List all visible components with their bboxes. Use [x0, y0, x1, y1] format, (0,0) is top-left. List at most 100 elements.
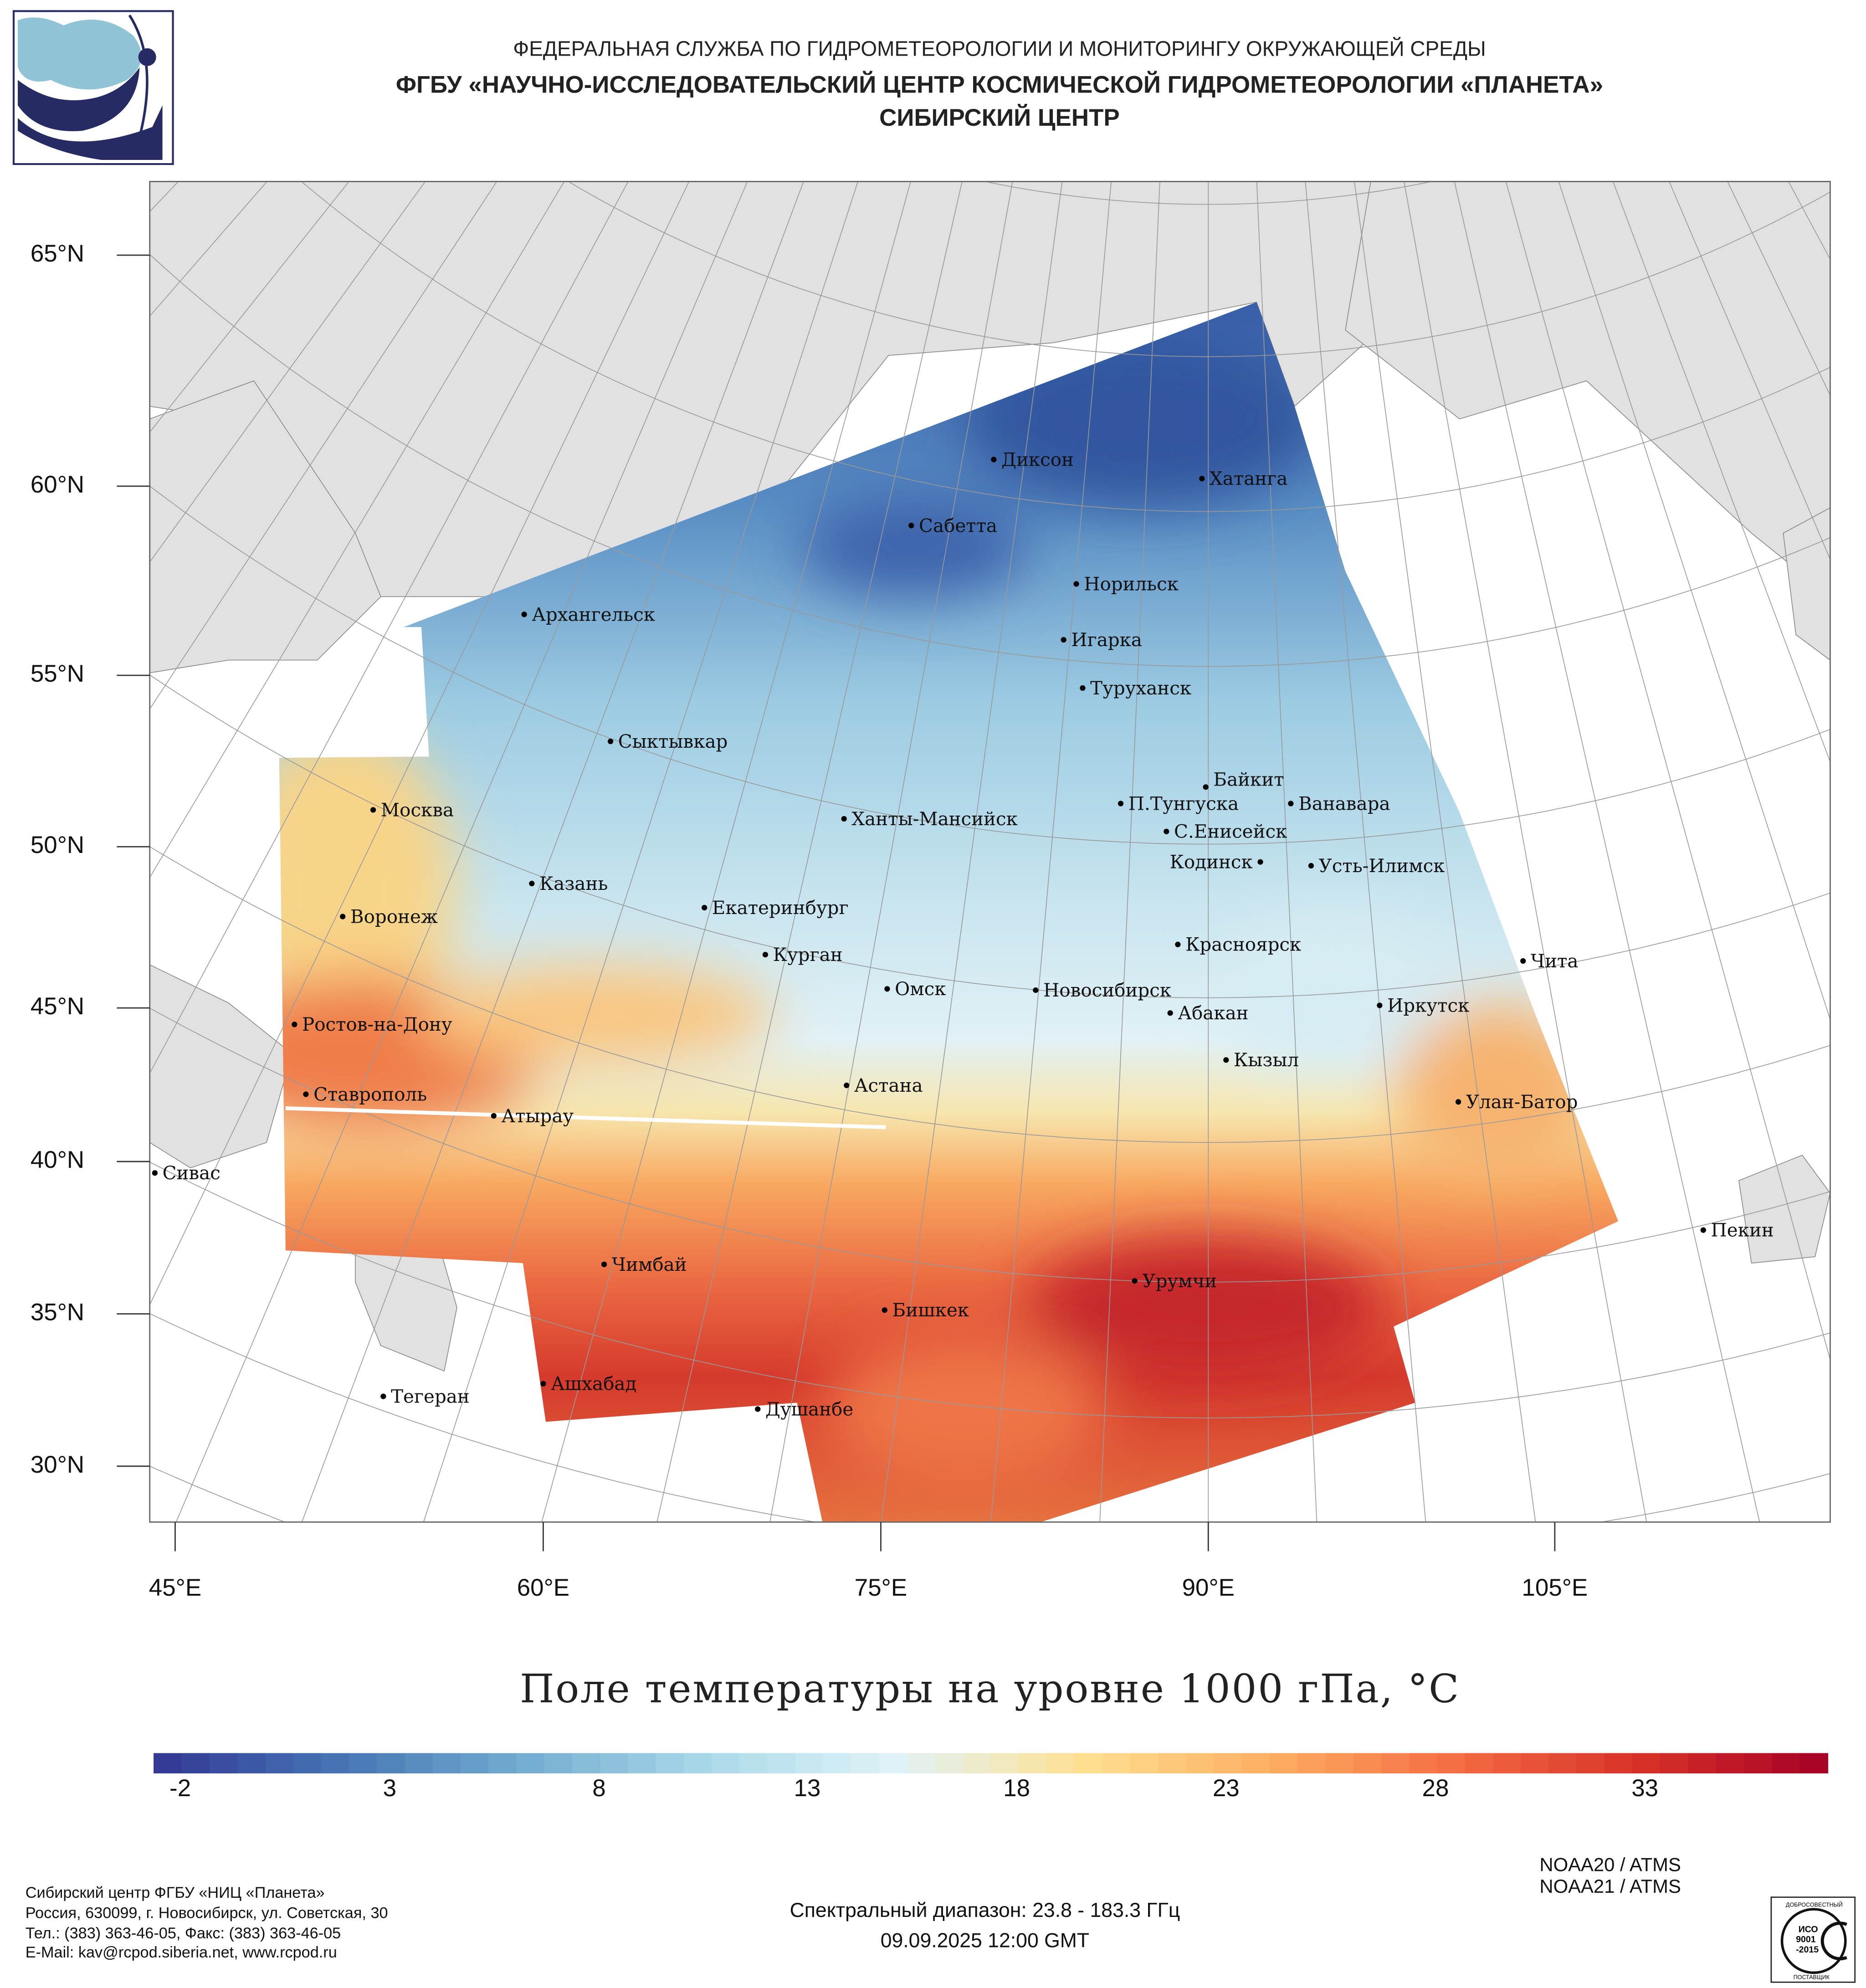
- colorbar-bin: [712, 1753, 740, 1774]
- city-label: Ставрополь: [313, 1084, 427, 1105]
- city-dot: [762, 951, 769, 958]
- colorbar-bin: [405, 1753, 433, 1774]
- city-dot: [755, 1406, 761, 1412]
- lat-label-50: 50°N: [30, 832, 85, 860]
- colorbar-bin: [795, 1753, 824, 1774]
- svg-text:ДОБРОСОВЕСТНЫЙ: ДОБРОСОВЕСТНЫЙ: [1786, 1901, 1843, 1908]
- city-39: Тегеран: [380, 1386, 470, 1408]
- city-label: Курган: [773, 944, 843, 966]
- city-label: Казань: [539, 873, 608, 894]
- meridian-line: [1354, 181, 1536, 1522]
- meridian-line: [1612, 181, 1830, 763]
- colorbar-bin: [1576, 1753, 1605, 1774]
- iso-certification-logo: ИСО 9001 -2015 ДОБРОСОВЕСТНЫЙ ПОСТАВЩИК: [1770, 1896, 1856, 1983]
- city-3: Сабетта: [908, 515, 997, 536]
- city-dot: [292, 1022, 297, 1027]
- colorbar-bin: [1381, 1753, 1410, 1774]
- city-dot: [491, 1113, 497, 1119]
- footer-org-name: Сибирский центр ФГБУ «НИЦ «Планета»: [25, 1884, 325, 1902]
- map-frame: [149, 181, 1831, 1523]
- city-dot: [152, 1170, 158, 1176]
- colorbar-bin: [1158, 1753, 1187, 1774]
- city-dot: [303, 1091, 309, 1097]
- city-9: Байкит: [1203, 769, 1284, 791]
- colorbar-bin: [600, 1753, 629, 1774]
- meridian-line: [149, 181, 497, 710]
- footer-phone: Тел.: (383) 363-46-05, Факс: (383) 363-4…: [25, 1924, 341, 1942]
- city-25: Иркутск: [1377, 995, 1469, 1016]
- city-10: Москва: [370, 799, 454, 821]
- city-16: Усть-Илимск: [1308, 855, 1445, 877]
- colorbar-bin: [1799, 1753, 1828, 1774]
- colorbar-bin: [1604, 1753, 1633, 1774]
- colorbar-tick: 8: [592, 1776, 606, 1803]
- colorbar-tick: -2: [169, 1776, 191, 1803]
- city-dot: [380, 1393, 386, 1399]
- lat-label-40: 40°N: [30, 1147, 85, 1175]
- city-label: Тегеран: [391, 1386, 470, 1408]
- city-label: Ростов-на-Дону: [302, 1014, 452, 1035]
- graticule: [149, 181, 1830, 1522]
- colorbar-bin: [432, 1753, 461, 1774]
- city-35: Чимбай: [601, 1254, 687, 1275]
- colorbar-bin: [209, 1753, 238, 1774]
- city-label: Игарка: [1071, 629, 1142, 651]
- city-label: Норильск: [1084, 573, 1179, 595]
- city-dot: [1377, 1002, 1383, 1008]
- colorbar-bin: [823, 1753, 852, 1774]
- city-19: Воронеж: [340, 906, 438, 927]
- colorbar-bin: [1214, 1753, 1242, 1774]
- city-14: С.Енисейск: [1164, 821, 1287, 842]
- colorbar-bin: [1437, 1753, 1466, 1774]
- city-markers: Диксон Хатанга Сабетта Архангельск Норильск И…: [152, 449, 1774, 1420]
- colorbar-bin: [293, 1753, 322, 1774]
- city-dot: [1118, 801, 1124, 807]
- colorbar-bin: [460, 1753, 489, 1774]
- city-dot: [882, 1307, 887, 1313]
- city-label: Иркутск: [1387, 995, 1469, 1016]
- city-24: Новосибирск: [1033, 980, 1171, 1001]
- parallel-line: [983, 181, 1434, 205]
- city-label: Атырау: [501, 1105, 574, 1127]
- map-title: Поле температуры на уровне 1000 гПа, °C: [520, 1667, 1460, 1713]
- city-dot: [1164, 828, 1169, 834]
- colorbar-tick: 13: [794, 1776, 821, 1803]
- city-label: Сабетта: [919, 515, 997, 536]
- planeta-logo: [12, 10, 174, 165]
- city-dot: [1175, 941, 1181, 947]
- city-dot: [841, 816, 847, 822]
- city-dot: [884, 986, 890, 992]
- colorbar-bin: [1744, 1753, 1773, 1774]
- city-2: Хатанга: [1199, 468, 1287, 489]
- colorbar-bin: [1492, 1753, 1522, 1774]
- city-label: Туруханск: [1090, 678, 1191, 699]
- city-dot: [340, 914, 346, 920]
- city-29: Астана: [844, 1075, 923, 1096]
- city-4: Архангельск: [521, 604, 655, 625]
- colorbar-bin: [1102, 1753, 1131, 1774]
- colorbar-bin: [544, 1753, 573, 1774]
- colorbar-bin: [1772, 1753, 1800, 1774]
- city-13: Ханты-Мансийск: [841, 808, 1018, 830]
- city-20: Красноярск: [1175, 934, 1301, 955]
- colorbar-bin: [879, 1753, 907, 1774]
- city-34: Пекин: [1700, 1220, 1774, 1241]
- spectral-range: Спектральный диапазон: 23.8 - 183.3 ГГц: [789, 1900, 1180, 1922]
- city-dot: [1223, 1057, 1229, 1063]
- svg-text:-2015: -2015: [1796, 1945, 1819, 1955]
- footer-address: Россия, 630099, г. Новосибирск, ул. Сове…: [25, 1904, 388, 1922]
- city-label: Екатеринбург: [712, 897, 849, 919]
- svg-text:ИСО: ИСО: [1799, 1924, 1818, 1934]
- colorbar-bin: [488, 1753, 517, 1774]
- satellite-2: NOAA21 / ATMS: [1539, 1876, 1681, 1898]
- lat-label-45: 45°N: [30, 994, 85, 1021]
- city-label: С.Енисейск: [1174, 821, 1287, 842]
- city-label: Архангельск: [532, 604, 655, 625]
- colorbar-bin: [237, 1753, 266, 1774]
- lat-label-30: 30°N: [30, 1452, 85, 1479]
- colorbar-bin: [1074, 1753, 1103, 1774]
- city-dot: [1288, 801, 1294, 807]
- city-40: Душанбе: [755, 1398, 853, 1420]
- city-33: Сивас: [152, 1162, 220, 1184]
